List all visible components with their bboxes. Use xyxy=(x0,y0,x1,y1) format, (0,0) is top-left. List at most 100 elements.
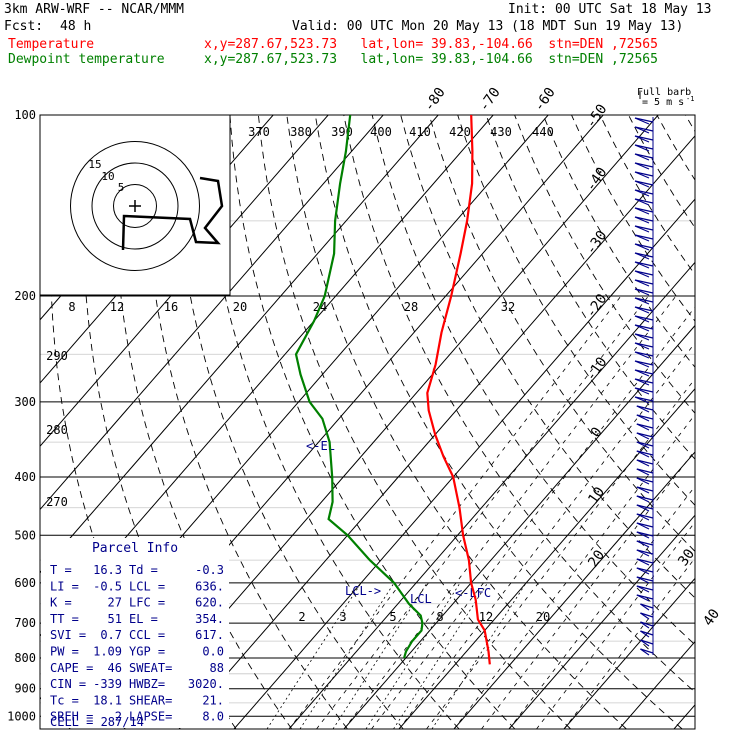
legend-temperature: Temperature xyxy=(8,37,95,52)
wind-barb xyxy=(634,198,650,206)
parcel-row-label: SVI = xyxy=(50,628,86,642)
wind-barb xyxy=(636,450,654,456)
barb-key: Full barb= 5 m s -1 xyxy=(637,87,694,108)
isotherm-label: -30 xyxy=(583,228,611,258)
wind-barb xyxy=(636,513,654,519)
hodograph-speed-label: 32 xyxy=(501,300,515,314)
parcel-row-value: 51 xyxy=(108,612,122,626)
wind-barb xyxy=(634,234,650,242)
wind-barb xyxy=(634,396,654,402)
wind-barb xyxy=(634,270,654,276)
wind-barb xyxy=(634,126,654,132)
parcel-row-label: CIN = xyxy=(50,677,86,691)
theta-label: 400 xyxy=(370,125,392,139)
wind-barb xyxy=(636,522,650,530)
wind-barb xyxy=(634,180,650,188)
wind-barb xyxy=(636,441,650,449)
pressure-tick-label: 600 xyxy=(14,576,36,590)
parcel-row-label: CAPE = xyxy=(50,661,93,675)
wind-barb xyxy=(636,567,654,573)
isotherm-label: -10 xyxy=(583,354,611,384)
parcel-row-label: CCL = xyxy=(129,628,165,642)
hodograph-speed-label: 28 xyxy=(404,300,418,314)
parcel-row-value: -339 xyxy=(93,677,122,691)
wind-barb xyxy=(634,297,654,303)
wind-barb xyxy=(640,630,650,638)
wind-barb xyxy=(634,162,650,170)
mixing-ratio-label: 2 xyxy=(298,610,305,624)
wind-barb xyxy=(634,324,650,332)
wind-barb xyxy=(640,621,654,627)
wind-barb xyxy=(636,441,654,447)
wind-barb xyxy=(634,333,654,339)
isotherm-line xyxy=(40,115,439,574)
mixing-ratio-line xyxy=(365,582,461,729)
barb-key-exponent: -1 xyxy=(686,95,694,103)
isotherm-label: 40 xyxy=(700,606,723,629)
wind-barb xyxy=(634,288,650,296)
parcel-row-value: 617. xyxy=(195,628,224,642)
isotherm-line xyxy=(40,115,329,448)
series-dewpoint-line xyxy=(294,115,424,659)
wind-barb xyxy=(634,225,654,231)
wind-barb xyxy=(634,171,654,177)
wind-barb xyxy=(636,531,654,537)
moist-adiabat-line xyxy=(453,413,695,729)
parcel-panel xyxy=(41,538,229,728)
wind-barb xyxy=(634,126,650,134)
forecast-hour: 48 h xyxy=(60,19,92,34)
level-annotation: LCL-> xyxy=(345,584,381,598)
wind-barb xyxy=(636,549,650,557)
wind-barb xyxy=(634,153,650,161)
wind-barb xyxy=(634,342,650,350)
wind-barb xyxy=(640,630,654,636)
pressure-tick-label: 800 xyxy=(14,651,36,665)
wind-barb xyxy=(634,387,650,395)
dry-adiabat-line xyxy=(571,115,695,322)
dry-adiabat-line xyxy=(314,115,683,729)
wind-barb xyxy=(634,162,654,168)
parcel-row-label: LAPSE= xyxy=(129,710,172,724)
mixing-ratio-label: 12 xyxy=(479,610,493,624)
hodograph-speed-label: 8 xyxy=(68,300,75,314)
moist-adiabat-line xyxy=(316,295,649,729)
wind-barb xyxy=(636,459,654,465)
wind-barb xyxy=(634,234,654,240)
isotherm-line xyxy=(343,324,695,729)
wind-barb xyxy=(634,207,654,213)
wind-barb xyxy=(634,396,650,404)
parcel-row-label: Td = xyxy=(129,563,158,577)
parcel-row-value: 1.09 xyxy=(93,645,122,659)
legend-dewpoint: Dewpoint temperature xyxy=(8,52,165,67)
hodograph-speed-label: 20 xyxy=(233,300,247,314)
parcel-row-label: PW = xyxy=(50,645,79,659)
parcel-row-label: SHEAR= xyxy=(129,693,172,707)
wind-barb xyxy=(634,171,650,179)
isotherm-line xyxy=(508,514,695,729)
mixing-ratio-line xyxy=(266,582,362,729)
wind-barb xyxy=(636,405,654,411)
parcel-row-value: 2 xyxy=(115,710,122,724)
dry-adiabat-line xyxy=(343,115,695,693)
dry-adiabat-line xyxy=(257,115,571,729)
wind-barb xyxy=(634,306,650,314)
parcel-row-label: TT = xyxy=(50,612,79,626)
wind-barb xyxy=(634,216,650,224)
wind-barb xyxy=(636,504,654,510)
hodograph-ring xyxy=(91,162,179,250)
wind-barb xyxy=(636,558,654,564)
wind-barb xyxy=(634,243,650,251)
barb-key-line2: = 5 m s xyxy=(642,97,684,108)
wind-barb xyxy=(634,360,650,368)
parcel-row-label: HWBZ= xyxy=(129,677,165,691)
sounding-curves xyxy=(294,115,491,665)
mixing-ratio-label: 8 xyxy=(436,610,443,624)
isotherm-line xyxy=(563,577,695,729)
parcel-row-label: YGP = xyxy=(129,645,165,659)
wind-barb xyxy=(636,468,650,476)
wind-barb xyxy=(634,369,650,377)
parcel-title: Parcel Info xyxy=(92,541,178,556)
wind-barb xyxy=(636,405,650,413)
wind-barb xyxy=(636,558,650,566)
